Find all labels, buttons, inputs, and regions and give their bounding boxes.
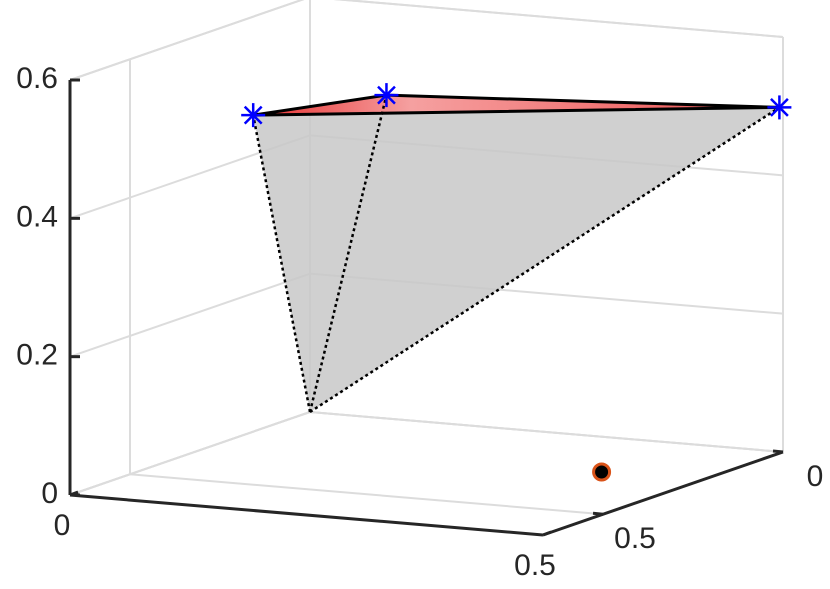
edge xyxy=(308,94,388,413)
grid-line xyxy=(129,473,604,516)
z-tick-label: 0.2 xyxy=(16,339,58,372)
star-marker xyxy=(374,83,399,108)
x-axis xyxy=(69,493,544,537)
star-stroke xyxy=(377,85,396,105)
edge xyxy=(251,114,312,413)
star-marker xyxy=(241,103,266,128)
y-tick-label: 0.5 xyxy=(614,522,656,555)
x-tick xyxy=(542,530,552,537)
grid-line xyxy=(309,411,784,453)
grid-line xyxy=(69,411,311,496)
x-tick-label: 0.5 xyxy=(514,549,556,582)
z-tick-label: 0.6 xyxy=(16,62,58,95)
star-stroke xyxy=(770,98,789,117)
y-tick xyxy=(592,511,604,516)
grid-line xyxy=(333,0,784,38)
y-tick-label: 0 xyxy=(807,460,824,493)
x-tick xyxy=(69,490,79,497)
y-tick xyxy=(772,449,784,454)
grid-line xyxy=(69,272,311,358)
star-stroke xyxy=(243,105,263,125)
grid-line xyxy=(69,0,305,81)
side-face xyxy=(253,107,780,412)
y-axis xyxy=(542,450,784,537)
x-tick-label: 0 xyxy=(54,509,71,542)
point xyxy=(592,462,612,482)
z-tick-label: 0 xyxy=(41,477,58,510)
star-marker xyxy=(767,95,792,120)
z-tick-label: 0.4 xyxy=(16,200,58,233)
